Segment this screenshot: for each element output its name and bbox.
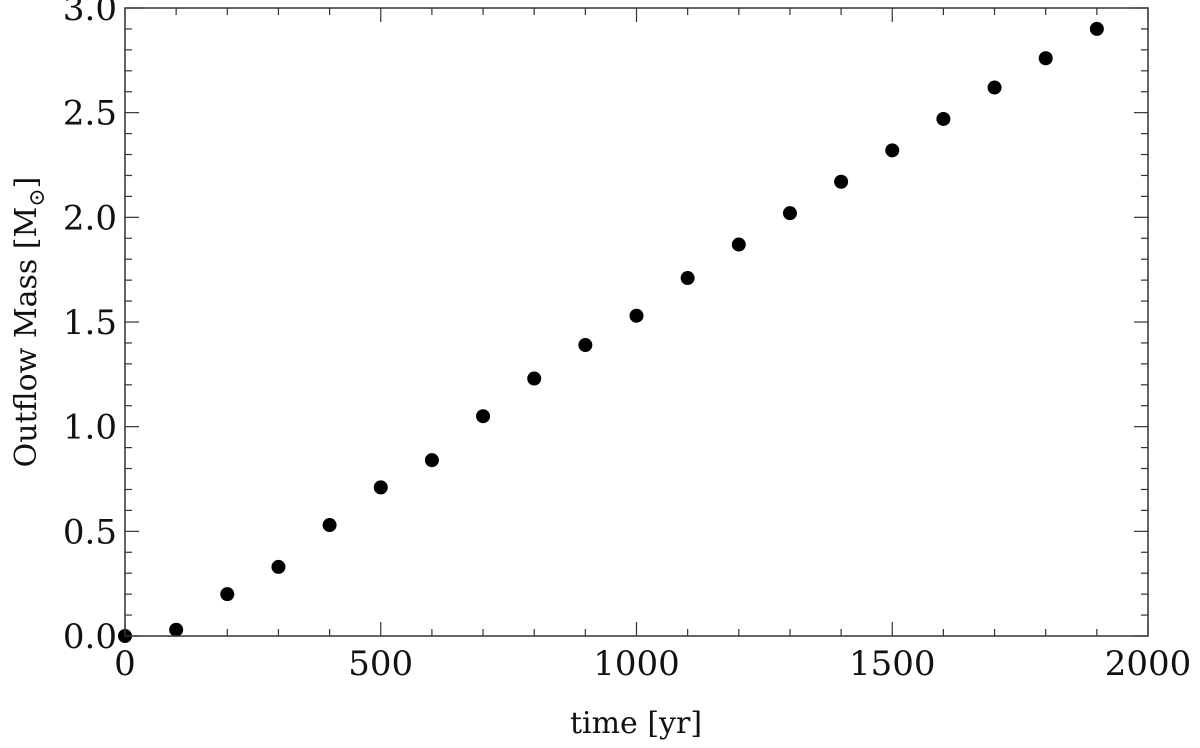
data-point bbox=[885, 143, 900, 158]
y-tick-label: 1.0 bbox=[63, 408, 117, 448]
plot-frame bbox=[124, 7, 1149, 637]
data-point bbox=[476, 409, 491, 424]
data-point bbox=[680, 271, 695, 286]
y-tick-label: 3.0 bbox=[63, 0, 117, 29]
x-tick-label: 500 bbox=[348, 644, 413, 684]
data-point bbox=[271, 559, 286, 574]
y-tick-label: 2.5 bbox=[63, 94, 117, 134]
data-point bbox=[424, 453, 439, 468]
data-point bbox=[220, 587, 235, 602]
data-point bbox=[322, 518, 337, 533]
data-point bbox=[731, 237, 746, 252]
data-point bbox=[373, 480, 388, 495]
data-point bbox=[169, 622, 184, 637]
data-point bbox=[629, 308, 644, 323]
y-tick-label: 0.5 bbox=[63, 512, 117, 552]
x-axis-title: time [yr] bbox=[570, 706, 702, 741]
y-axis-title: Outflow Mass [M⊙] bbox=[9, 177, 50, 468]
data-point bbox=[578, 338, 593, 353]
data-point bbox=[987, 80, 1002, 95]
data-points bbox=[118, 21, 1104, 643]
x-tick-label: 1500 bbox=[849, 644, 936, 684]
data-point bbox=[834, 174, 849, 189]
y-axis-title-close: ] bbox=[9, 177, 44, 189]
y-tick-label: 0.0 bbox=[63, 617, 117, 657]
y-axis-title-main: Outflow Mass [M bbox=[9, 207, 44, 468]
x-tick-label: 2000 bbox=[1105, 644, 1192, 684]
data-point bbox=[936, 111, 951, 126]
y-tick-label: 1.5 bbox=[63, 303, 117, 343]
tick-labels: 0 500 1000 1500 2000 0.0 0.5 1.0 1.5 2.0 2.5 3.0 bbox=[63, 0, 1191, 684]
x-tick-label: 1000 bbox=[593, 644, 680, 684]
data-point bbox=[1038, 51, 1053, 66]
data-point bbox=[1089, 21, 1104, 36]
y-axis-title-unit-symbol: ⊙ bbox=[25, 188, 50, 206]
data-point bbox=[527, 371, 542, 386]
y-tick-label: 2.0 bbox=[63, 198, 117, 238]
data-point bbox=[782, 206, 797, 221]
x-tick-label: 0 bbox=[114, 644, 136, 684]
